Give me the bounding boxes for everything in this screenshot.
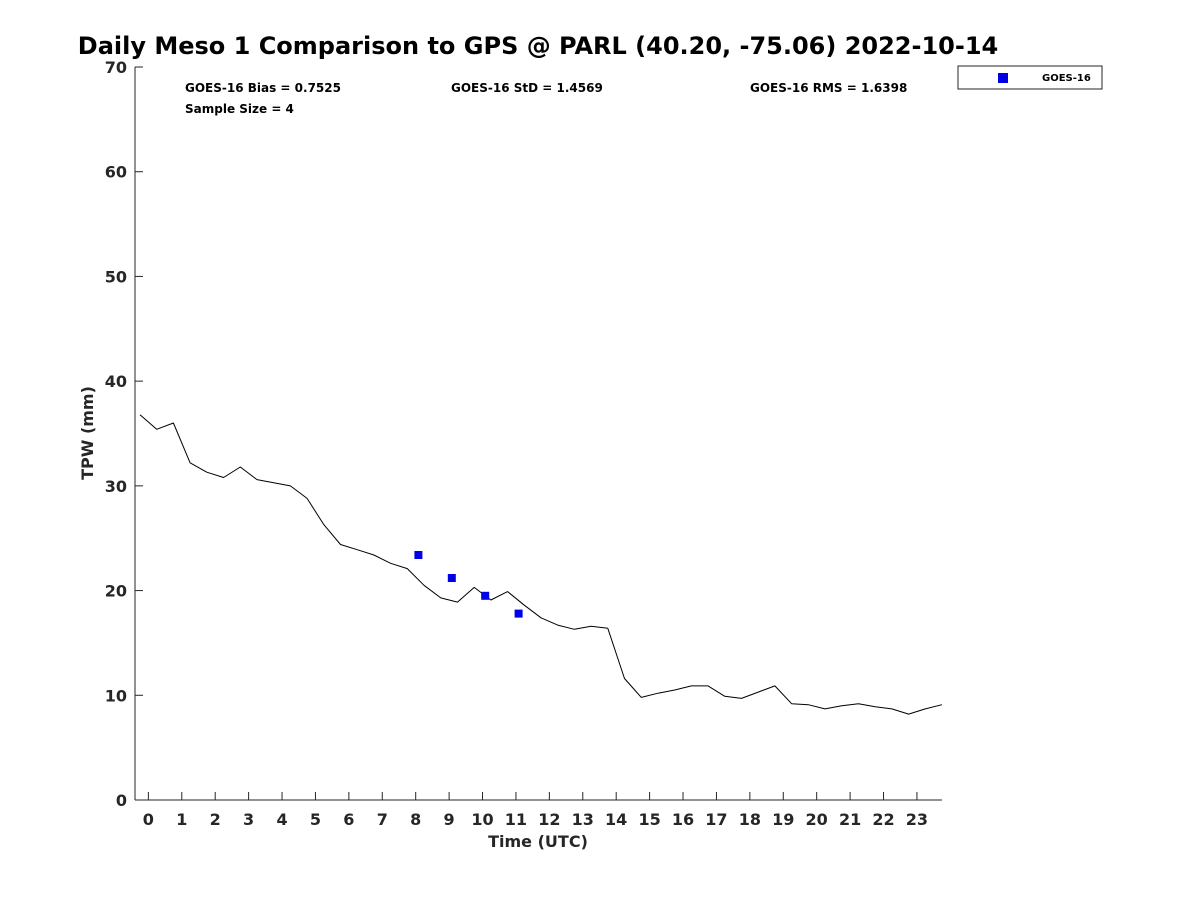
x-tick-label: 2 — [210, 810, 221, 829]
legend-box — [957, 65, 1103, 90]
x-tick-label: 15 — [638, 810, 660, 829]
goes16-point — [514, 609, 523, 618]
y-tick-label: 40 — [105, 372, 127, 391]
stat-std: GOES-16 StD = 1.4569 — [451, 81, 603, 95]
x-tick-label: 11 — [505, 810, 527, 829]
x-tick-label: 4 — [276, 810, 287, 829]
y-tick-label: 20 — [105, 582, 127, 601]
y-tick-label: 50 — [105, 267, 127, 286]
x-tick-label: 20 — [806, 810, 828, 829]
x-tick-label: 13 — [572, 810, 594, 829]
stat-bias: GOES-16 Bias = 0.7525 — [185, 81, 341, 95]
x-tick-label: 3 — [243, 810, 254, 829]
x-tick-label: 17 — [705, 810, 727, 829]
x-tick-label: 6 — [343, 810, 354, 829]
goes16-point — [447, 574, 456, 582]
x-tick-label: 0 — [143, 810, 154, 829]
x-tick-label: 8 — [410, 810, 421, 829]
y-tick-label: 0 — [116, 791, 127, 810]
legend: GOES-16 — [957, 65, 1103, 90]
stat-rms: GOES-16 RMS = 1.6398 — [750, 81, 907, 95]
x-tick-label: 7 — [377, 810, 388, 829]
chart-title: Daily Meso 1 Comparison to GPS @ PARL (4… — [78, 32, 998, 60]
x-tick-label: 12 — [538, 810, 560, 829]
x-ticks: 0 1 2 3 4 5 6 7 8 9 10 11 12 13 14 15 16 17 18 19 20 21 22 23 — [143, 792, 928, 829]
legend-marker-goes16 — [998, 73, 1008, 83]
goes16-point — [481, 591, 490, 600]
x-tick-label: 22 — [872, 810, 894, 829]
x-tick-label: 16 — [672, 810, 694, 829]
y-tick-label: 30 — [105, 477, 127, 496]
y-tick-label: 60 — [105, 163, 127, 182]
x-tick-label: 1 — [176, 810, 187, 829]
y-ticks: 0 10 20 30 40 50 60 70 — [105, 58, 143, 810]
gps-tpw-line — [139, 414, 943, 715]
x-tick-label: 9 — [444, 810, 455, 829]
legend-label-goes16: GOES-16 — [1042, 73, 1091, 84]
x-tick-label: 19 — [772, 810, 794, 829]
x-tick-label: 10 — [471, 810, 493, 829]
x-tick-label: 21 — [839, 810, 861, 829]
y-tick-label: 70 — [105, 58, 127, 77]
series-layer — [139, 414, 943, 715]
x-tick-label: 14 — [605, 810, 627, 829]
goes16-point — [414, 551, 423, 559]
x-axis-label: Time (UTC) — [488, 832, 588, 851]
stat-sample-size: Sample Size = 4 — [185, 102, 294, 116]
x-tick-label: 5 — [310, 810, 321, 829]
x-tick-label: 18 — [739, 810, 761, 829]
x-tick-label: 23 — [906, 810, 928, 829]
y-axis-label: TPW (mm) — [78, 386, 97, 480]
y-tick-label: 10 — [105, 686, 127, 705]
